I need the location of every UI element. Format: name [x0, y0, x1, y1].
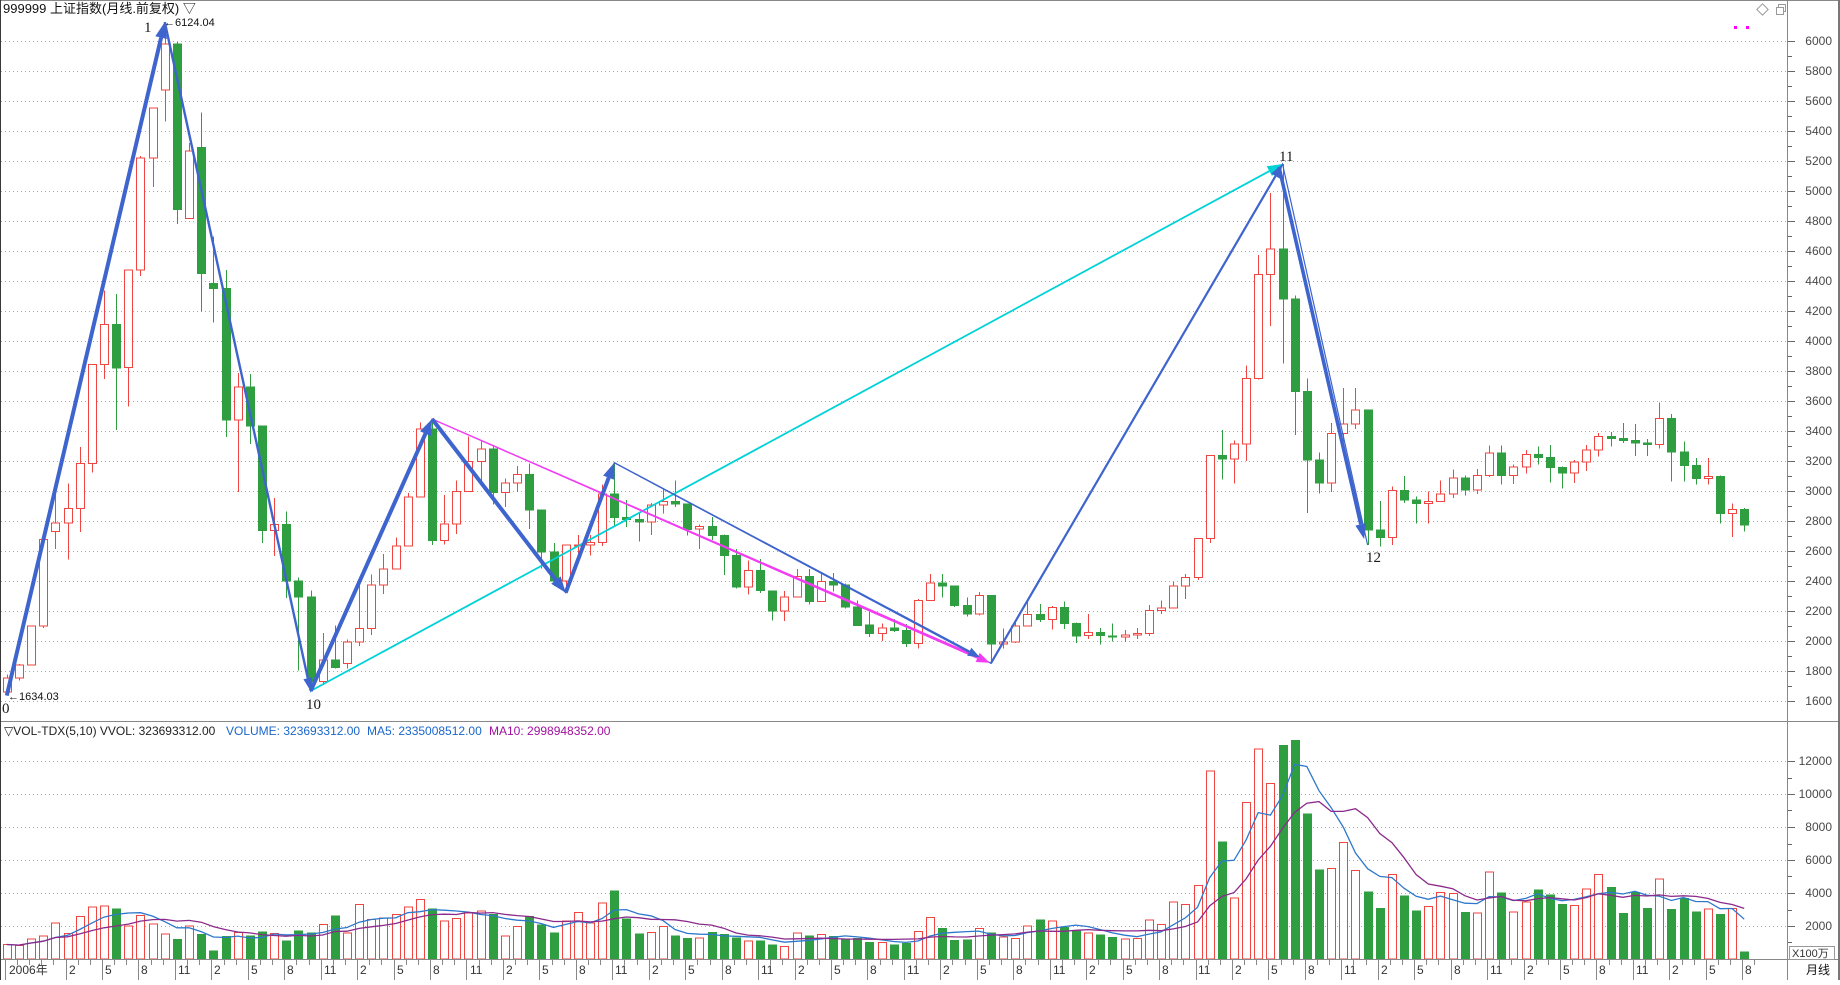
svg-text:VOLUME: 323693312.00: VOLUME: 323693312.00 [226, 724, 360, 738]
svg-text:2400: 2400 [1805, 574, 1832, 588]
svg-text:2: 2 [360, 963, 367, 977]
svg-text:5600: 5600 [1805, 94, 1832, 108]
svg-text:8: 8 [1454, 963, 1461, 977]
svg-text:2: 2 [214, 963, 221, 977]
svg-text:3200: 3200 [1805, 454, 1832, 468]
svg-text:8: 8 [1016, 963, 1023, 977]
svg-text:2: 2 [1089, 963, 1096, 977]
svg-text:5: 5 [834, 963, 841, 977]
svg-text:5400: 5400 [1805, 124, 1832, 138]
svg-text:5800: 5800 [1805, 64, 1832, 78]
svg-text:2006年: 2006年 [9, 963, 48, 977]
svg-text:11: 11 [1053, 963, 1066, 977]
svg-text:6000: 6000 [1805, 34, 1832, 48]
svg-text:12000: 12000 [1799, 754, 1833, 768]
svg-text:3000: 3000 [1805, 484, 1832, 498]
svg-text:3400: 3400 [1805, 424, 1832, 438]
svg-text:11: 11 [907, 963, 920, 977]
svg-text:5: 5 [688, 963, 695, 977]
svg-text:5: 5 [1563, 963, 1570, 977]
svg-text:8: 8 [1745, 963, 1752, 977]
svg-text:4600: 4600 [1805, 244, 1832, 258]
svg-text:2: 2 [1381, 963, 1388, 977]
svg-text:2: 2 [506, 963, 513, 977]
svg-text:11: 11 [615, 963, 628, 977]
svg-text:5: 5 [980, 963, 987, 977]
svg-text:10: 10 [306, 697, 321, 713]
svg-text:8000: 8000 [1805, 820, 1832, 834]
svg-text:11: 11 [1198, 963, 1211, 977]
svg-text:4000: 4000 [1805, 334, 1832, 348]
svg-text:11: 11 [761, 963, 774, 977]
svg-text:5: 5 [1126, 963, 1133, 977]
svg-text:10000: 10000 [1799, 787, 1833, 801]
svg-text:2: 2 [1235, 963, 1242, 977]
svg-text:11: 11 [324, 963, 337, 977]
svg-text:5: 5 [1271, 963, 1278, 977]
svg-text:2: 2 [798, 963, 805, 977]
svg-text:5: 5 [1709, 963, 1716, 977]
svg-text:MA10: 2998948352.00: MA10: 2998948352.00 [489, 724, 611, 738]
svg-text:8: 8 [870, 963, 877, 977]
svg-text:4000: 4000 [1805, 886, 1832, 900]
svg-text:8: 8 [141, 963, 148, 977]
svg-text:MA5: 2335008512.00: MA5: 2335008512.00 [367, 724, 482, 738]
svg-text:5: 5 [105, 963, 112, 977]
svg-text:5000: 5000 [1805, 184, 1832, 198]
svg-text:8: 8 [1162, 963, 1169, 977]
svg-text:2800: 2800 [1805, 514, 1832, 528]
svg-text:3600: 3600 [1805, 394, 1832, 408]
svg-text:11: 11 [1636, 963, 1649, 977]
svg-text:5: 5 [542, 963, 549, 977]
svg-text:2600: 2600 [1805, 544, 1832, 558]
svg-text:4400: 4400 [1805, 274, 1832, 288]
svg-text:4800: 4800 [1805, 214, 1832, 228]
svg-text:▽VOL-TDX(5,10) VVOL: 323693312: ▽VOL-TDX(5,10) VVOL: 323693312.00 [4, 724, 216, 738]
svg-text:月线: 月线 [1806, 963, 1830, 977]
svg-text:0: 0 [2, 701, 10, 717]
svg-text:2000: 2000 [1805, 919, 1832, 933]
svg-text:999999 上证指数(月线.前复权) ▽: 999999 上证指数(月线.前复权) ▽ [3, 1, 196, 16]
svg-text:1: 1 [144, 20, 152, 36]
svg-text:6000: 6000 [1805, 853, 1832, 867]
svg-text:8: 8 [287, 963, 294, 977]
svg-text:8: 8 [433, 963, 440, 977]
svg-text:8: 8 [1599, 963, 1606, 977]
svg-text:4200: 4200 [1805, 304, 1832, 318]
svg-text:2: 2 [69, 963, 76, 977]
svg-text:11: 11 [470, 963, 483, 977]
svg-text:1600: 1600 [1805, 694, 1832, 708]
svg-text:2: 2 [652, 963, 659, 977]
svg-text:8: 8 [725, 963, 732, 977]
svg-text:←6124.04: ←6124.04 [164, 17, 215, 29]
svg-text:11: 11 [1490, 963, 1503, 977]
svg-text:12: 12 [1366, 550, 1381, 566]
svg-text:5: 5 [1417, 963, 1424, 977]
svg-text:2: 2 [1672, 963, 1679, 977]
svg-text:2200: 2200 [1805, 604, 1832, 618]
svg-text:2: 2 [943, 963, 950, 977]
svg-text:←1634.03: ←1634.03 [8, 691, 59, 703]
svg-text:11: 11 [178, 963, 191, 977]
svg-text:3800: 3800 [1805, 364, 1832, 378]
svg-text:2: 2 [1527, 963, 1534, 977]
svg-text:X100万: X100万 [1792, 948, 1829, 960]
svg-text:2000: 2000 [1805, 634, 1832, 648]
svg-text:8: 8 [579, 963, 586, 977]
svg-text:1800: 1800 [1805, 664, 1832, 678]
svg-text:5200: 5200 [1805, 154, 1832, 168]
svg-text:11: 11 [1279, 149, 1293, 165]
svg-text:11: 11 [1344, 963, 1357, 977]
svg-text:8: 8 [1308, 963, 1315, 977]
svg-text:5: 5 [397, 963, 404, 977]
svg-text:5: 5 [251, 963, 258, 977]
